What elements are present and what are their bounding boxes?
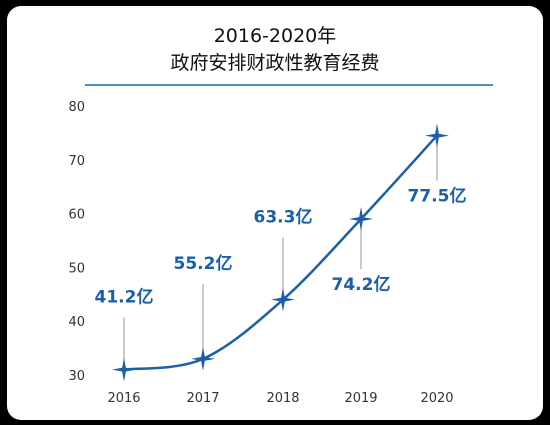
data-label: 77.5亿 xyxy=(408,186,467,207)
y-tick-label: 60 xyxy=(68,208,85,223)
chart-title: 2016-2020年 xyxy=(213,25,337,47)
series-line xyxy=(123,134,438,371)
y-tick-label: 40 xyxy=(68,315,85,330)
data-label: 55.2亿 xyxy=(174,253,233,274)
x-tick-label: 2017 xyxy=(186,391,219,406)
y-tick-label: 80 xyxy=(68,100,85,115)
y-tick-label: 70 xyxy=(68,154,85,169)
data-label: 74.2亿 xyxy=(332,274,391,295)
data-label: 63.3亿 xyxy=(254,207,313,228)
x-tick-label: 2020 xyxy=(420,391,453,406)
title-divider xyxy=(85,84,493,86)
x-tick-label: 2018 xyxy=(266,391,299,406)
chart-subtitle: 政府安排财政性教育经费 xyxy=(170,52,380,74)
data-label: 41.2亿 xyxy=(95,287,154,308)
x-tick-label: 2016 xyxy=(107,391,140,406)
data-point-marker xyxy=(425,123,449,148)
y-tick-label: 50 xyxy=(68,261,85,276)
data-point-marker xyxy=(349,206,373,231)
x-tick-label: 2019 xyxy=(344,391,377,406)
data-point-marker xyxy=(191,346,215,371)
data-point-marker xyxy=(112,357,136,382)
chart-card: 2016-2020年 政府安排财政性教育经费 30 40 50 60 70 80 2016 2… xyxy=(7,6,543,420)
line-chart: 30 40 50 60 70 80 2016 2017 2018 2019 2020 41.2亿 55.… xyxy=(68,100,467,406)
y-tick-label: 30 xyxy=(68,369,85,384)
data-point-marker xyxy=(271,287,295,312)
